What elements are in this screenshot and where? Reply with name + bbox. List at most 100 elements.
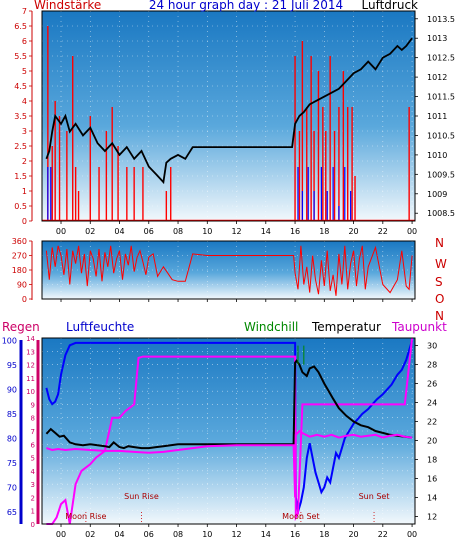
pressure-y-tick-label: 1010.5 xyxy=(427,131,455,140)
x-tick-label: 18 xyxy=(319,530,329,539)
pressure-y-tick-label: 1013 xyxy=(427,34,447,43)
wind-y-tick-label: 7 xyxy=(22,7,27,16)
temperature-y-tick-label: 18 xyxy=(427,455,437,464)
rain-y-tick-label: 12 xyxy=(26,362,35,370)
luftfeuchte-title: Luftfeuchte xyxy=(66,320,134,334)
humidity-y-tick-label: 65 xyxy=(7,508,17,517)
wind-y-tick-label: 1 xyxy=(22,187,27,196)
event-label: Sun Rise xyxy=(124,492,159,501)
x-tick-label: 14 xyxy=(261,530,271,539)
wind-y-tick-label: 2.5 xyxy=(14,142,27,151)
pressure-y-tick-label: 1012.5 xyxy=(427,54,455,63)
rain-y-tick-label: 2 xyxy=(31,494,35,502)
direction-y-tick-label: 90 xyxy=(17,281,27,290)
temperature-y-tick-label: 12 xyxy=(427,512,437,521)
series-layer xyxy=(42,26,415,525)
rain-y-tick-label: 0 xyxy=(31,521,35,529)
temperature-y-tick-label: 28 xyxy=(427,361,437,370)
x-tick-label: 00 xyxy=(56,530,66,539)
regen-title: Regen xyxy=(2,320,40,334)
rain-y-tick-label: 13 xyxy=(26,348,35,356)
x-tick-label: 08 xyxy=(173,227,183,236)
x-tick-label: 12 xyxy=(231,530,241,539)
x-tick-label: 10 xyxy=(202,227,212,236)
temperature-y-tick-label: 20 xyxy=(427,436,437,445)
direction-y-tick-label: 360 xyxy=(12,237,27,246)
rain-line xyxy=(46,337,414,525)
temperature-y-tick-label: 26 xyxy=(427,380,437,389)
x-tick-label: 02 xyxy=(85,227,95,236)
direction-y-tick-label: 180 xyxy=(12,266,27,275)
rain-y-tick-label: 11 xyxy=(26,375,35,383)
wind-y-tick-label: 2 xyxy=(22,157,27,166)
direction-y-tick-label: 270 xyxy=(12,252,27,261)
x-tick-label: 16 xyxy=(290,530,300,539)
x-tick-label: 06 xyxy=(144,227,154,236)
rain-y-tick-label: 3 xyxy=(31,481,35,489)
wind-direction-line xyxy=(45,245,413,296)
temperature-line xyxy=(45,359,413,450)
wind-y-tick-label: 3.5 xyxy=(14,112,27,121)
x-tick-label: 16 xyxy=(290,227,300,236)
rain-y-tick-label: 1 xyxy=(31,508,35,516)
event-label: Sun Set xyxy=(359,492,390,501)
temperature-y-tick-label: 30 xyxy=(427,342,437,351)
rain-y-tick-label: 10 xyxy=(26,388,35,396)
wind-y-tick-label: 3 xyxy=(22,127,27,136)
x-tick-label: 08 xyxy=(173,530,183,539)
pressure-y-tick-label: 1009.5 xyxy=(427,170,455,179)
wind-y-tick-label: 5 xyxy=(22,67,27,76)
rain-y-tick-label: 9 xyxy=(31,401,35,409)
x-tick-label: 18 xyxy=(319,227,329,236)
rain-y-tick-label: 5 xyxy=(31,455,35,463)
humidity-y-tick-label: 75 xyxy=(7,459,17,468)
x-tick-label: 00 xyxy=(407,530,417,539)
grid-lines xyxy=(42,10,415,525)
pressure-y-tick-label: 1010 xyxy=(427,151,447,160)
event-label: Moon Rise xyxy=(65,512,106,521)
direction-label-n-bottom: N xyxy=(435,309,444,323)
temperature-y-tick-label: 14 xyxy=(427,493,437,502)
x-tick-label: 14 xyxy=(261,227,271,236)
temperature-y-tick-label: 16 xyxy=(427,474,437,483)
humidity-y-tick-label: 85 xyxy=(7,410,17,419)
x-tick-label: 04 xyxy=(114,530,124,539)
humidity-line xyxy=(45,340,414,513)
pressure-y-tick-label: 1011 xyxy=(427,112,447,121)
pressure-y-tick-label: 1009 xyxy=(427,190,447,199)
x-tick-label: 20 xyxy=(348,530,358,539)
pressure-y-tick-label: 1013.5 xyxy=(427,15,455,24)
wind-y-tick-label: 6.5 xyxy=(14,22,27,31)
temperature-y-tick-label: 22 xyxy=(427,418,437,427)
windstaerke-title: Windstärke xyxy=(34,0,101,12)
wind-pressure-frame xyxy=(41,10,416,222)
x-tick-label: 22 xyxy=(378,530,388,539)
temperature-frame xyxy=(41,337,416,525)
humidity-y-tick-label: 95 xyxy=(7,361,17,370)
direction-label-o: O xyxy=(435,292,444,306)
x-tick-label: 06 xyxy=(144,530,154,539)
x-tick-label: 22 xyxy=(378,227,388,236)
wind-direction-frame xyxy=(41,240,416,300)
humidity-y-tick-label: 80 xyxy=(7,434,17,443)
event-label: Moon Set xyxy=(282,512,319,521)
x-tick-label: 00 xyxy=(407,227,417,236)
pressure-y-tick-label: 1008.5 xyxy=(427,209,455,218)
temperature-y-tick-label: 24 xyxy=(427,399,437,408)
x-tick-label: 04 xyxy=(114,227,124,236)
wind-y-tick-label: 5.5 xyxy=(14,52,27,61)
direction-y-tick-label: 0 xyxy=(22,295,27,304)
humidity-y-tick-label: 90 xyxy=(7,385,17,394)
rain-y-tick-label: 7 xyxy=(31,428,35,436)
wind-y-tick-label: 6 xyxy=(22,37,27,46)
wind-y-tick-label: 4.5 xyxy=(14,82,27,91)
luftdruck-title: Luftdruck xyxy=(361,0,418,12)
rain-y-tick-label: 8 xyxy=(31,415,35,423)
x-tick-label: 10 xyxy=(202,530,212,539)
pressure-y-tick-label: 1011.5 xyxy=(427,93,455,102)
direction-label-n-top: N xyxy=(435,236,444,250)
wind-y-tick-label: 1.5 xyxy=(14,172,27,181)
